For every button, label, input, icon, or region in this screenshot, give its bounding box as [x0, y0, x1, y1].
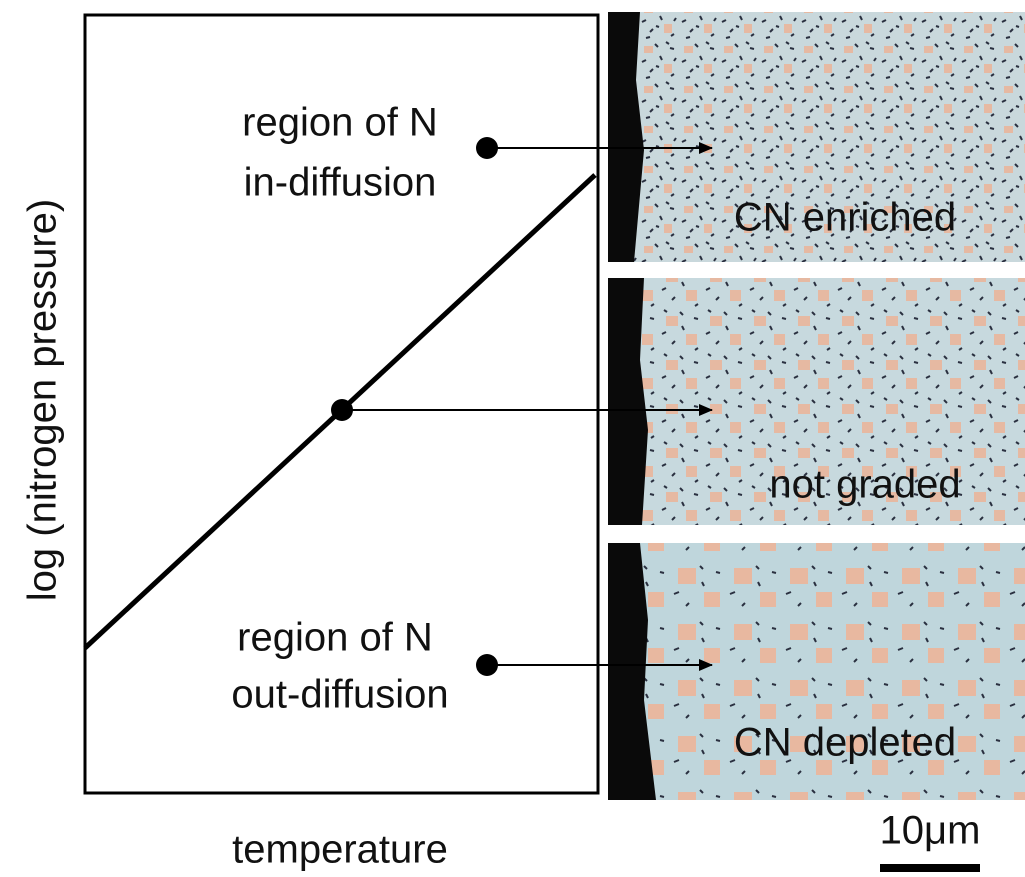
- edge: [608, 543, 656, 800]
- panel-label: not graded: [769, 463, 960, 507]
- dot: [476, 137, 498, 159]
- dot: [476, 654, 498, 676]
- plot-frame: [83, 13, 600, 795]
- micrograph-panel: [608, 12, 1025, 262]
- panel-label: CN depleted: [734, 721, 956, 765]
- micrograph-panel: [608, 278, 1025, 525]
- y-axis-label: log (nitrogen pressure): [21, 199, 65, 601]
- region-label: region of N: [237, 616, 433, 660]
- region-label: in-diffusion: [244, 161, 437, 205]
- region-label: out-diffusion: [231, 673, 448, 717]
- dot: [331, 399, 353, 421]
- scale-bar: [880, 864, 980, 872]
- edge: [608, 12, 644, 262]
- x-axis-label: temperature: [232, 828, 448, 872]
- micrographs: [608, 12, 1025, 800]
- edge: [608, 278, 648, 525]
- scale-bar-label: 10μm: [880, 809, 981, 853]
- region-label: region of N: [242, 101, 438, 145]
- micrograph-panel: [608, 543, 1025, 800]
- panel-label: CN enriched: [734, 196, 956, 240]
